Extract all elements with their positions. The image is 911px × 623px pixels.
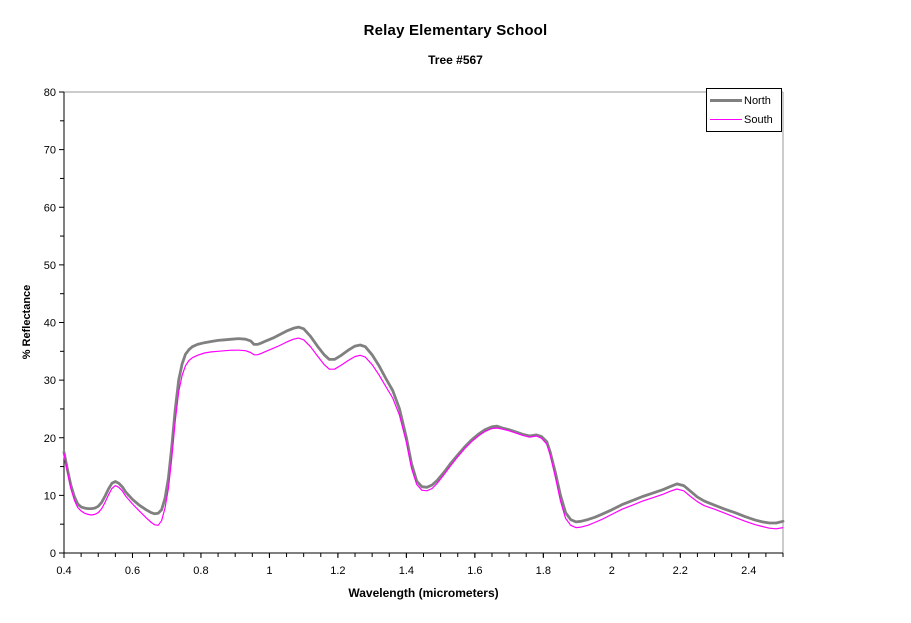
legend-row-south: South bbox=[707, 112, 781, 128]
y-tick-label: 60 bbox=[44, 202, 56, 214]
y-axis-title: % Reflectance bbox=[21, 284, 33, 360]
legend-label-north: North bbox=[744, 94, 771, 107]
north-line-swatch bbox=[710, 99, 742, 102]
chart-subtitle: Tree #567 bbox=[428, 53, 483, 67]
x-tick-label: 1 bbox=[266, 565, 272, 577]
y-tick-label: 80 bbox=[44, 87, 56, 99]
y-tick-label: 70 bbox=[44, 145, 56, 157]
y-tick-label: 20 bbox=[44, 433, 56, 445]
south-line-swatch bbox=[710, 119, 742, 120]
x-tick-label: 0.4 bbox=[56, 565, 71, 577]
x-tick-label: 1.8 bbox=[536, 565, 551, 577]
legend-box: North South bbox=[706, 88, 782, 132]
x-tick-label: 1.6 bbox=[467, 565, 482, 577]
x-tick-label: 0.6 bbox=[125, 565, 140, 577]
north-series-line bbox=[62, 325, 785, 525]
south-series-line bbox=[63, 337, 784, 530]
x-tick-label: 1.2 bbox=[330, 565, 345, 577]
x-tick-label: 2 bbox=[609, 565, 615, 577]
y-tick-label: 40 bbox=[44, 318, 56, 330]
chart-title: Relay Elementary School bbox=[363, 22, 548, 39]
x-tick-label: 1.4 bbox=[399, 565, 414, 577]
y-tick-label: 0 bbox=[50, 548, 56, 560]
x-axis-title: Wavelength (micrometers) bbox=[348, 586, 499, 600]
y-tick-label: 50 bbox=[44, 260, 56, 272]
y-tick-label: 10 bbox=[44, 490, 56, 502]
legend-label-south: South bbox=[744, 113, 773, 126]
x-tick-label: 2.4 bbox=[741, 565, 756, 577]
x-tick-label: 0.8 bbox=[193, 565, 208, 577]
y-tick-label: 30 bbox=[44, 375, 56, 387]
legend-row-north: North bbox=[707, 93, 781, 109]
x-tick-label: 2.2 bbox=[673, 565, 688, 577]
